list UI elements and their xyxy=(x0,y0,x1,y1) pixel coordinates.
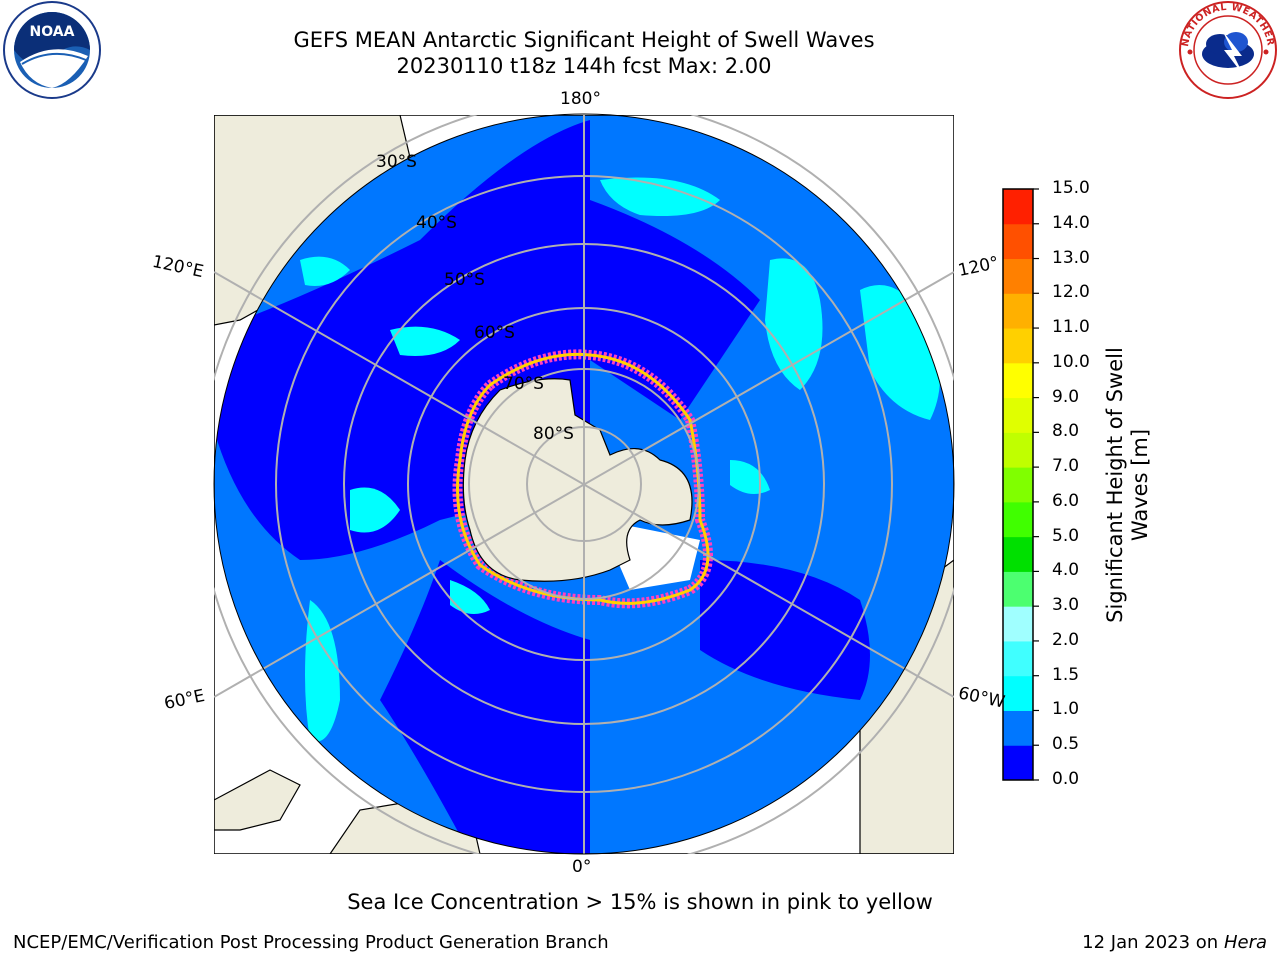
colorbar-tick-label: 9.0 xyxy=(1052,386,1080,407)
colorbar xyxy=(1002,188,1039,781)
colorbar-segment xyxy=(1003,258,1033,294)
colorbar-tick-label: 3.0 xyxy=(1052,595,1080,616)
nws-logo: NATIONAL WEATHER SERVICE xyxy=(1176,0,1277,99)
colorbar-tick-label: 6.0 xyxy=(1052,490,1080,511)
colorbar-segment xyxy=(1003,189,1033,225)
colorbar-tick-label: 8.0 xyxy=(1052,421,1080,442)
colorbar-tick-label: 0.5 xyxy=(1052,734,1080,755)
colorbar-segment xyxy=(1003,223,1033,260)
lon-label-180: 180° xyxy=(560,89,601,109)
colorbar-segment xyxy=(1003,536,1033,572)
colorbar-tick-label: 10.0 xyxy=(1052,351,1090,372)
colorbar-segment xyxy=(1003,710,1033,746)
graticule xyxy=(214,115,954,854)
colorbar-segment xyxy=(1003,362,1033,399)
colorbar-segment xyxy=(1003,432,1033,468)
chart-subtitle: 20230110 t18z 144h fcst Max: 2.00 xyxy=(396,54,772,78)
colorbar-segment xyxy=(1003,675,1033,711)
lat-label-40s: 40°S xyxy=(416,213,457,233)
colorbar-segment xyxy=(1003,606,1033,642)
noaa-logo-text: NOAA xyxy=(30,24,75,40)
colorbar-tick-label: 2.0 xyxy=(1052,629,1080,650)
colorbar-segment xyxy=(1003,501,1033,538)
colorbar-tick-label: 4.0 xyxy=(1052,560,1080,581)
colorbar-frame xyxy=(1002,188,1034,781)
lon-label-0: 0° xyxy=(572,857,592,877)
colorbar-tick-label: 0.0 xyxy=(1052,769,1080,789)
sea-ice-note: Sea Ice Concentration > 15% is shown in … xyxy=(0,890,1280,914)
colorbar-tick-label: 1.0 xyxy=(1052,699,1080,720)
colorbar-segment xyxy=(1003,328,1033,364)
colorbar-label: Significant Height of Swell Waves [m] xyxy=(1103,320,1153,650)
footer-branch: NCEP/EMC/Verification Post Processing Pr… xyxy=(13,932,609,953)
lat-label-60s: 60°S xyxy=(474,323,515,343)
lat-label-70s: 70°S xyxy=(503,374,544,394)
colorbar-segment xyxy=(1003,640,1033,677)
colorbar-segment xyxy=(1003,293,1033,329)
lat-label-30s: 30°S xyxy=(376,152,417,172)
colorbar-tick-label: 1.5 xyxy=(1052,664,1080,685)
colorbar-tick-label: 11.0 xyxy=(1052,317,1090,338)
colorbar-tick-label: 5.0 xyxy=(1052,525,1080,546)
colorbar-segment xyxy=(1003,467,1033,503)
noaa-logo: NOAA xyxy=(3,1,101,99)
footer-date: 12 Jan 2023 on Hera xyxy=(1082,932,1267,953)
colorbar-tick-label: 12.0 xyxy=(1052,282,1090,303)
footer-machine: Hera xyxy=(1223,932,1267,953)
colorbar-tick-label: 15.0 xyxy=(1052,178,1090,198)
chart-title: GEFS MEAN Antarctic Significant Height o… xyxy=(293,28,875,52)
map-boundary xyxy=(213,113,955,855)
colorbar-label-line1: Significant Height of Swell xyxy=(1103,347,1127,623)
lat-label-50s: 50°S xyxy=(444,270,485,290)
colorbar-tick-label: 13.0 xyxy=(1052,247,1090,268)
footer-date-text: 12 Jan 2023 on xyxy=(1082,932,1219,953)
colorbar-segment xyxy=(1003,397,1033,433)
colorbar-segment xyxy=(1003,571,1033,607)
colorbar-tick-label: 7.0 xyxy=(1052,456,1080,477)
lat-label-80s: 80°S xyxy=(533,424,574,444)
sea-ice-note-text: Sea Ice Concentration > 15% is shown in … xyxy=(347,890,933,914)
colorbar-label-line2: Waves [m] xyxy=(1128,428,1152,542)
colorbar-tick-label: 14.0 xyxy=(1052,212,1090,233)
colorbar-segment xyxy=(1003,745,1033,781)
